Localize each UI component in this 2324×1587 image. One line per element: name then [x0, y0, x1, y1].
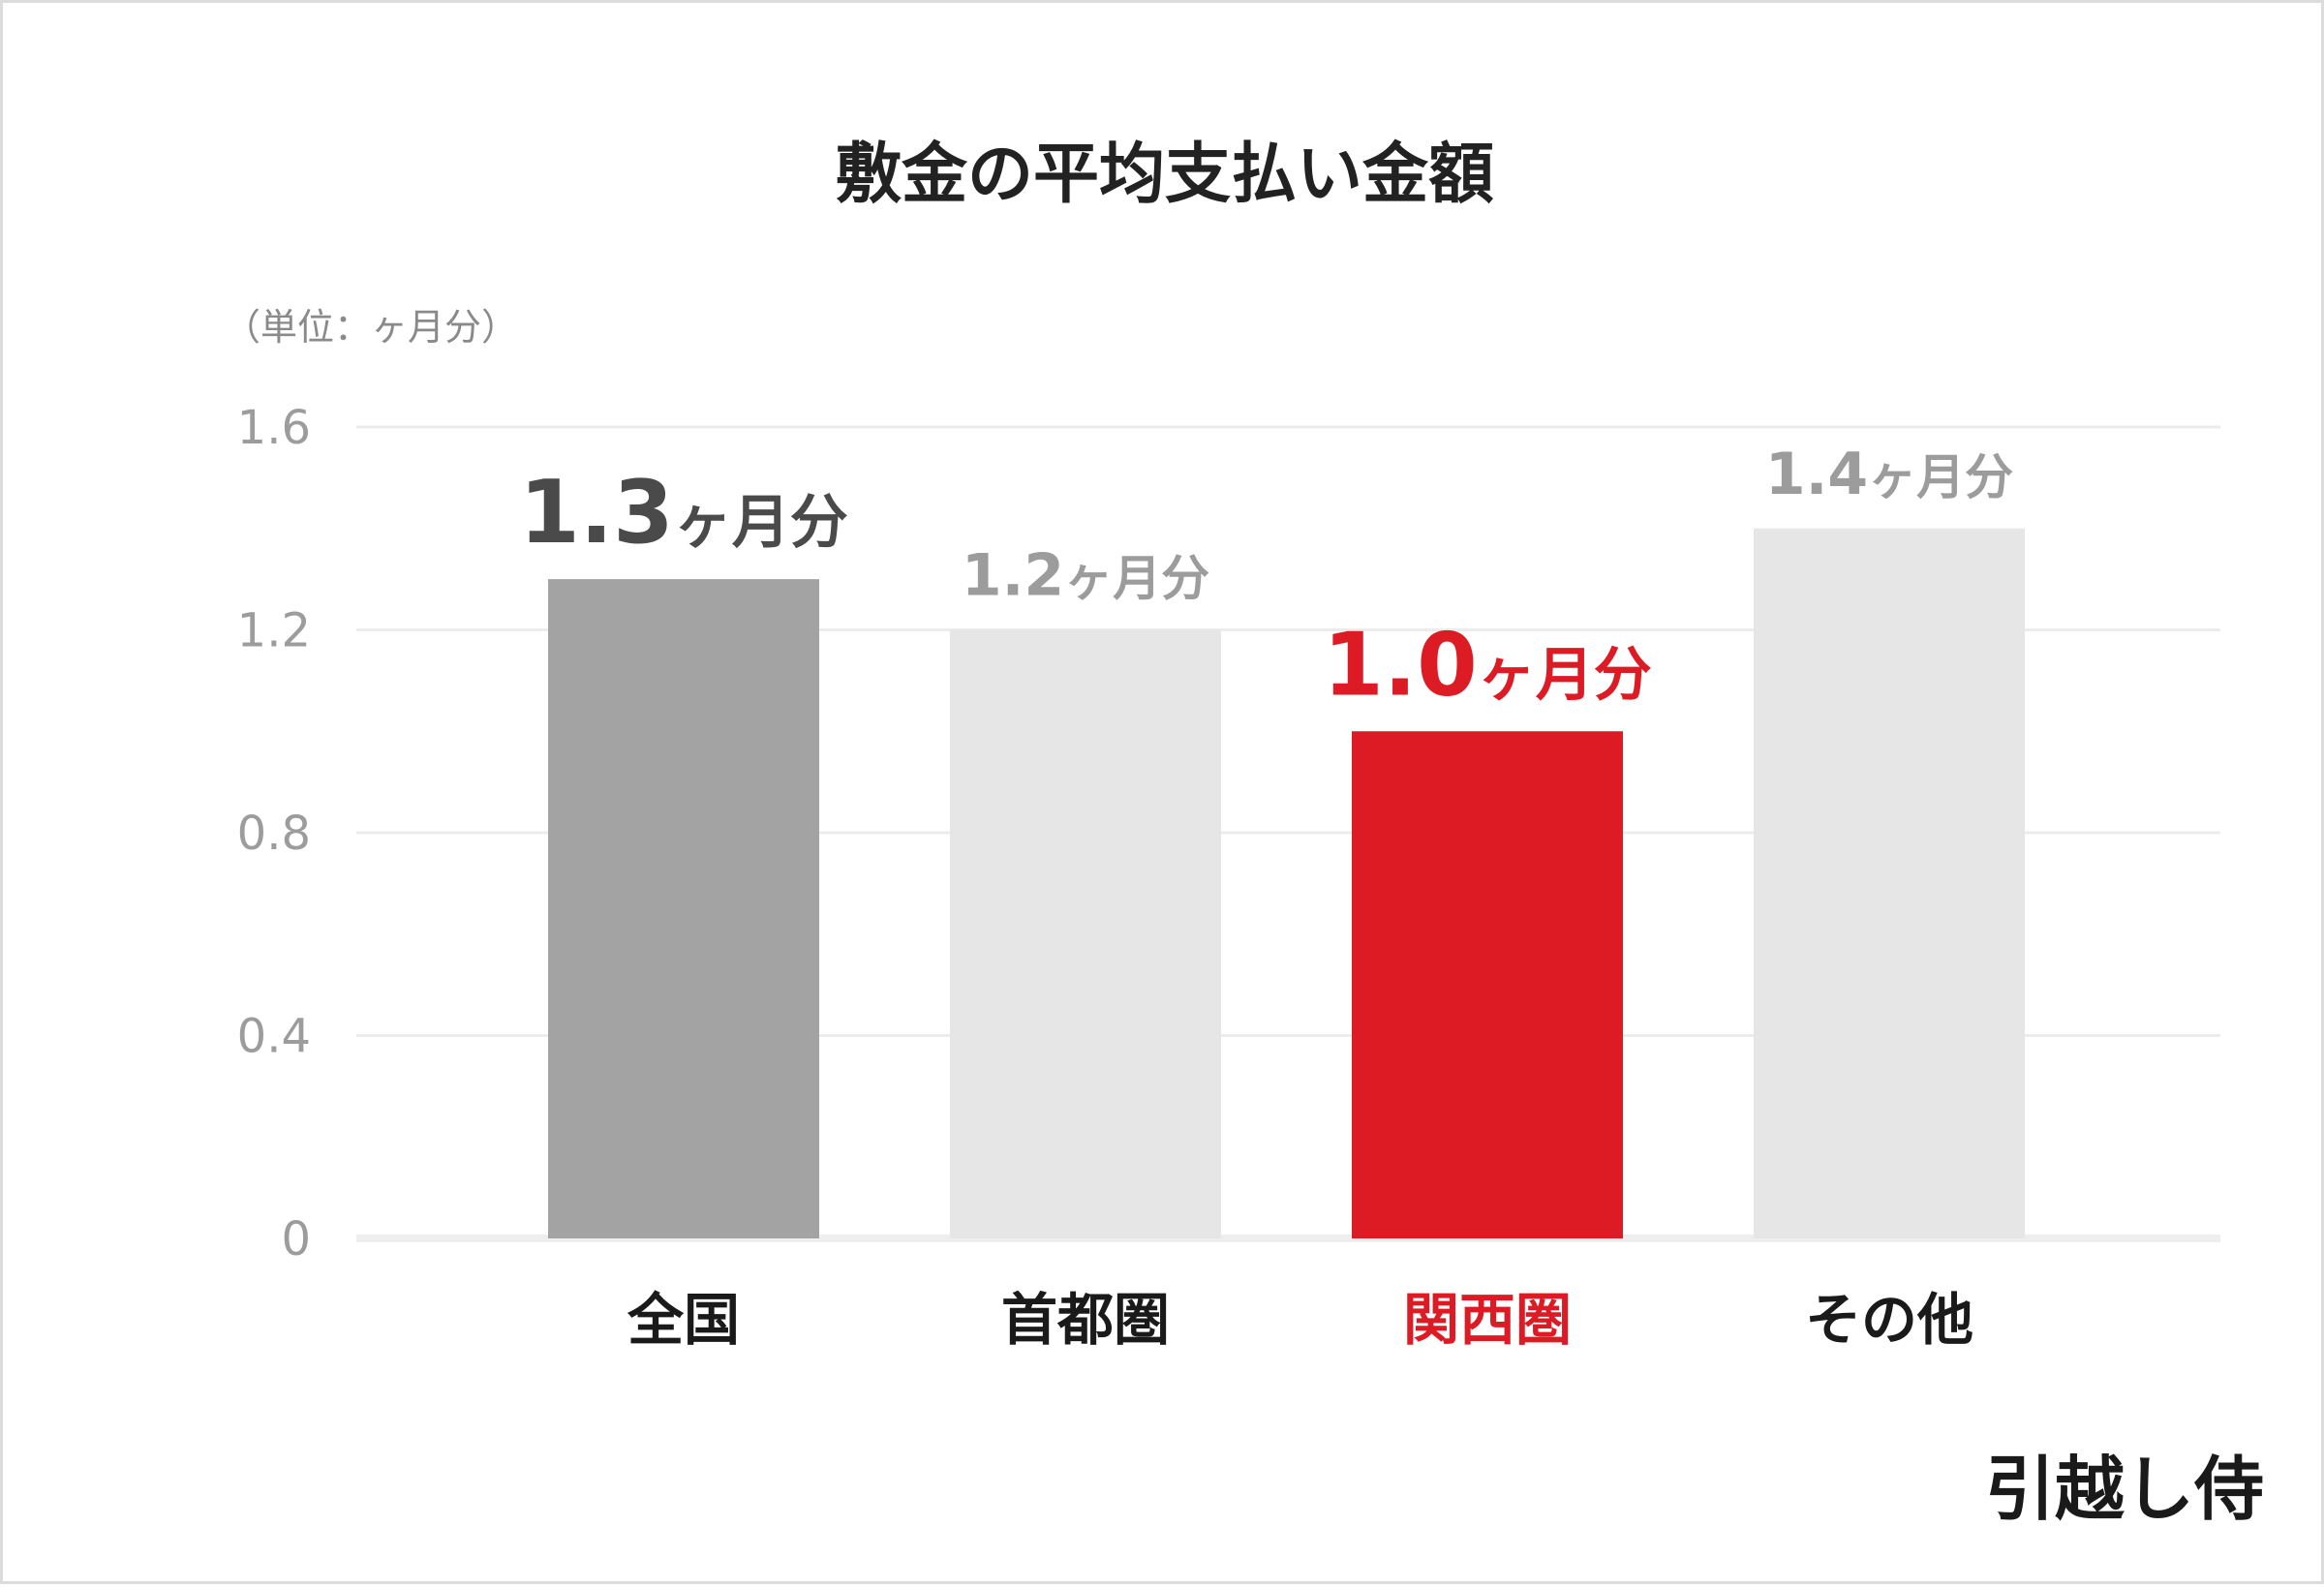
y-tick-label: 0.8 — [237, 807, 311, 861]
y-tick-label: 1.6 — [237, 401, 311, 455]
bar — [1754, 528, 2025, 1238]
category-label: 全国 — [627, 1287, 740, 1353]
value-label-suffix: ヶ月分 — [674, 489, 848, 557]
category-label: 首都圏 — [1001, 1287, 1170, 1353]
category-labels: 全国 首都圏 関西圏 その他 — [627, 1287, 1973, 1353]
category-label: その他 — [1805, 1287, 1973, 1353]
category-label: 関西圏 — [1403, 1287, 1572, 1353]
value-label-number: 1.4 — [1765, 441, 1868, 508]
value-label-number: 1.0 — [1323, 614, 1477, 716]
value-label: 1.2ヶ月分 — [962, 542, 1209, 610]
bar — [1352, 731, 1623, 1238]
value-label: 1.4ヶ月分 — [1765, 441, 2013, 508]
unit-note: （単位：ヶ月分） — [224, 306, 518, 349]
bar — [548, 579, 819, 1238]
value-label-suffix: ヶ月分 — [1064, 551, 1209, 607]
value-label-suffix: ヶ月分 — [1478, 641, 1652, 709]
bar — [950, 629, 1221, 1238]
brand-logo: 引越し侍 — [1985, 1449, 2264, 1530]
y-axis-ticks: 0 0.4 0.8 1.2 1.6 — [237, 401, 311, 1267]
y-tick-label: 0 — [281, 1212, 311, 1267]
value-label-number: 1.3 — [519, 462, 673, 564]
value-label: 1.0ヶ月分 — [1323, 614, 1651, 716]
chart-title: 敷金の平均支払い金額 — [836, 137, 1494, 213]
y-tick-label: 1.2 — [237, 604, 311, 658]
y-tick-label: 0.4 — [237, 1010, 311, 1064]
bars — [548, 528, 2025, 1238]
value-label: 1.3ヶ月分 — [519, 462, 847, 564]
bar-chart: 敷金の平均支払い金額 （単位：ヶ月分） 00.40.81.21.6 1.3ヶ月分… — [224, 137, 2264, 1530]
value-label-suffix: ヶ月分 — [1868, 449, 2013, 505]
value-label-number: 1.2 — [962, 542, 1064, 610]
